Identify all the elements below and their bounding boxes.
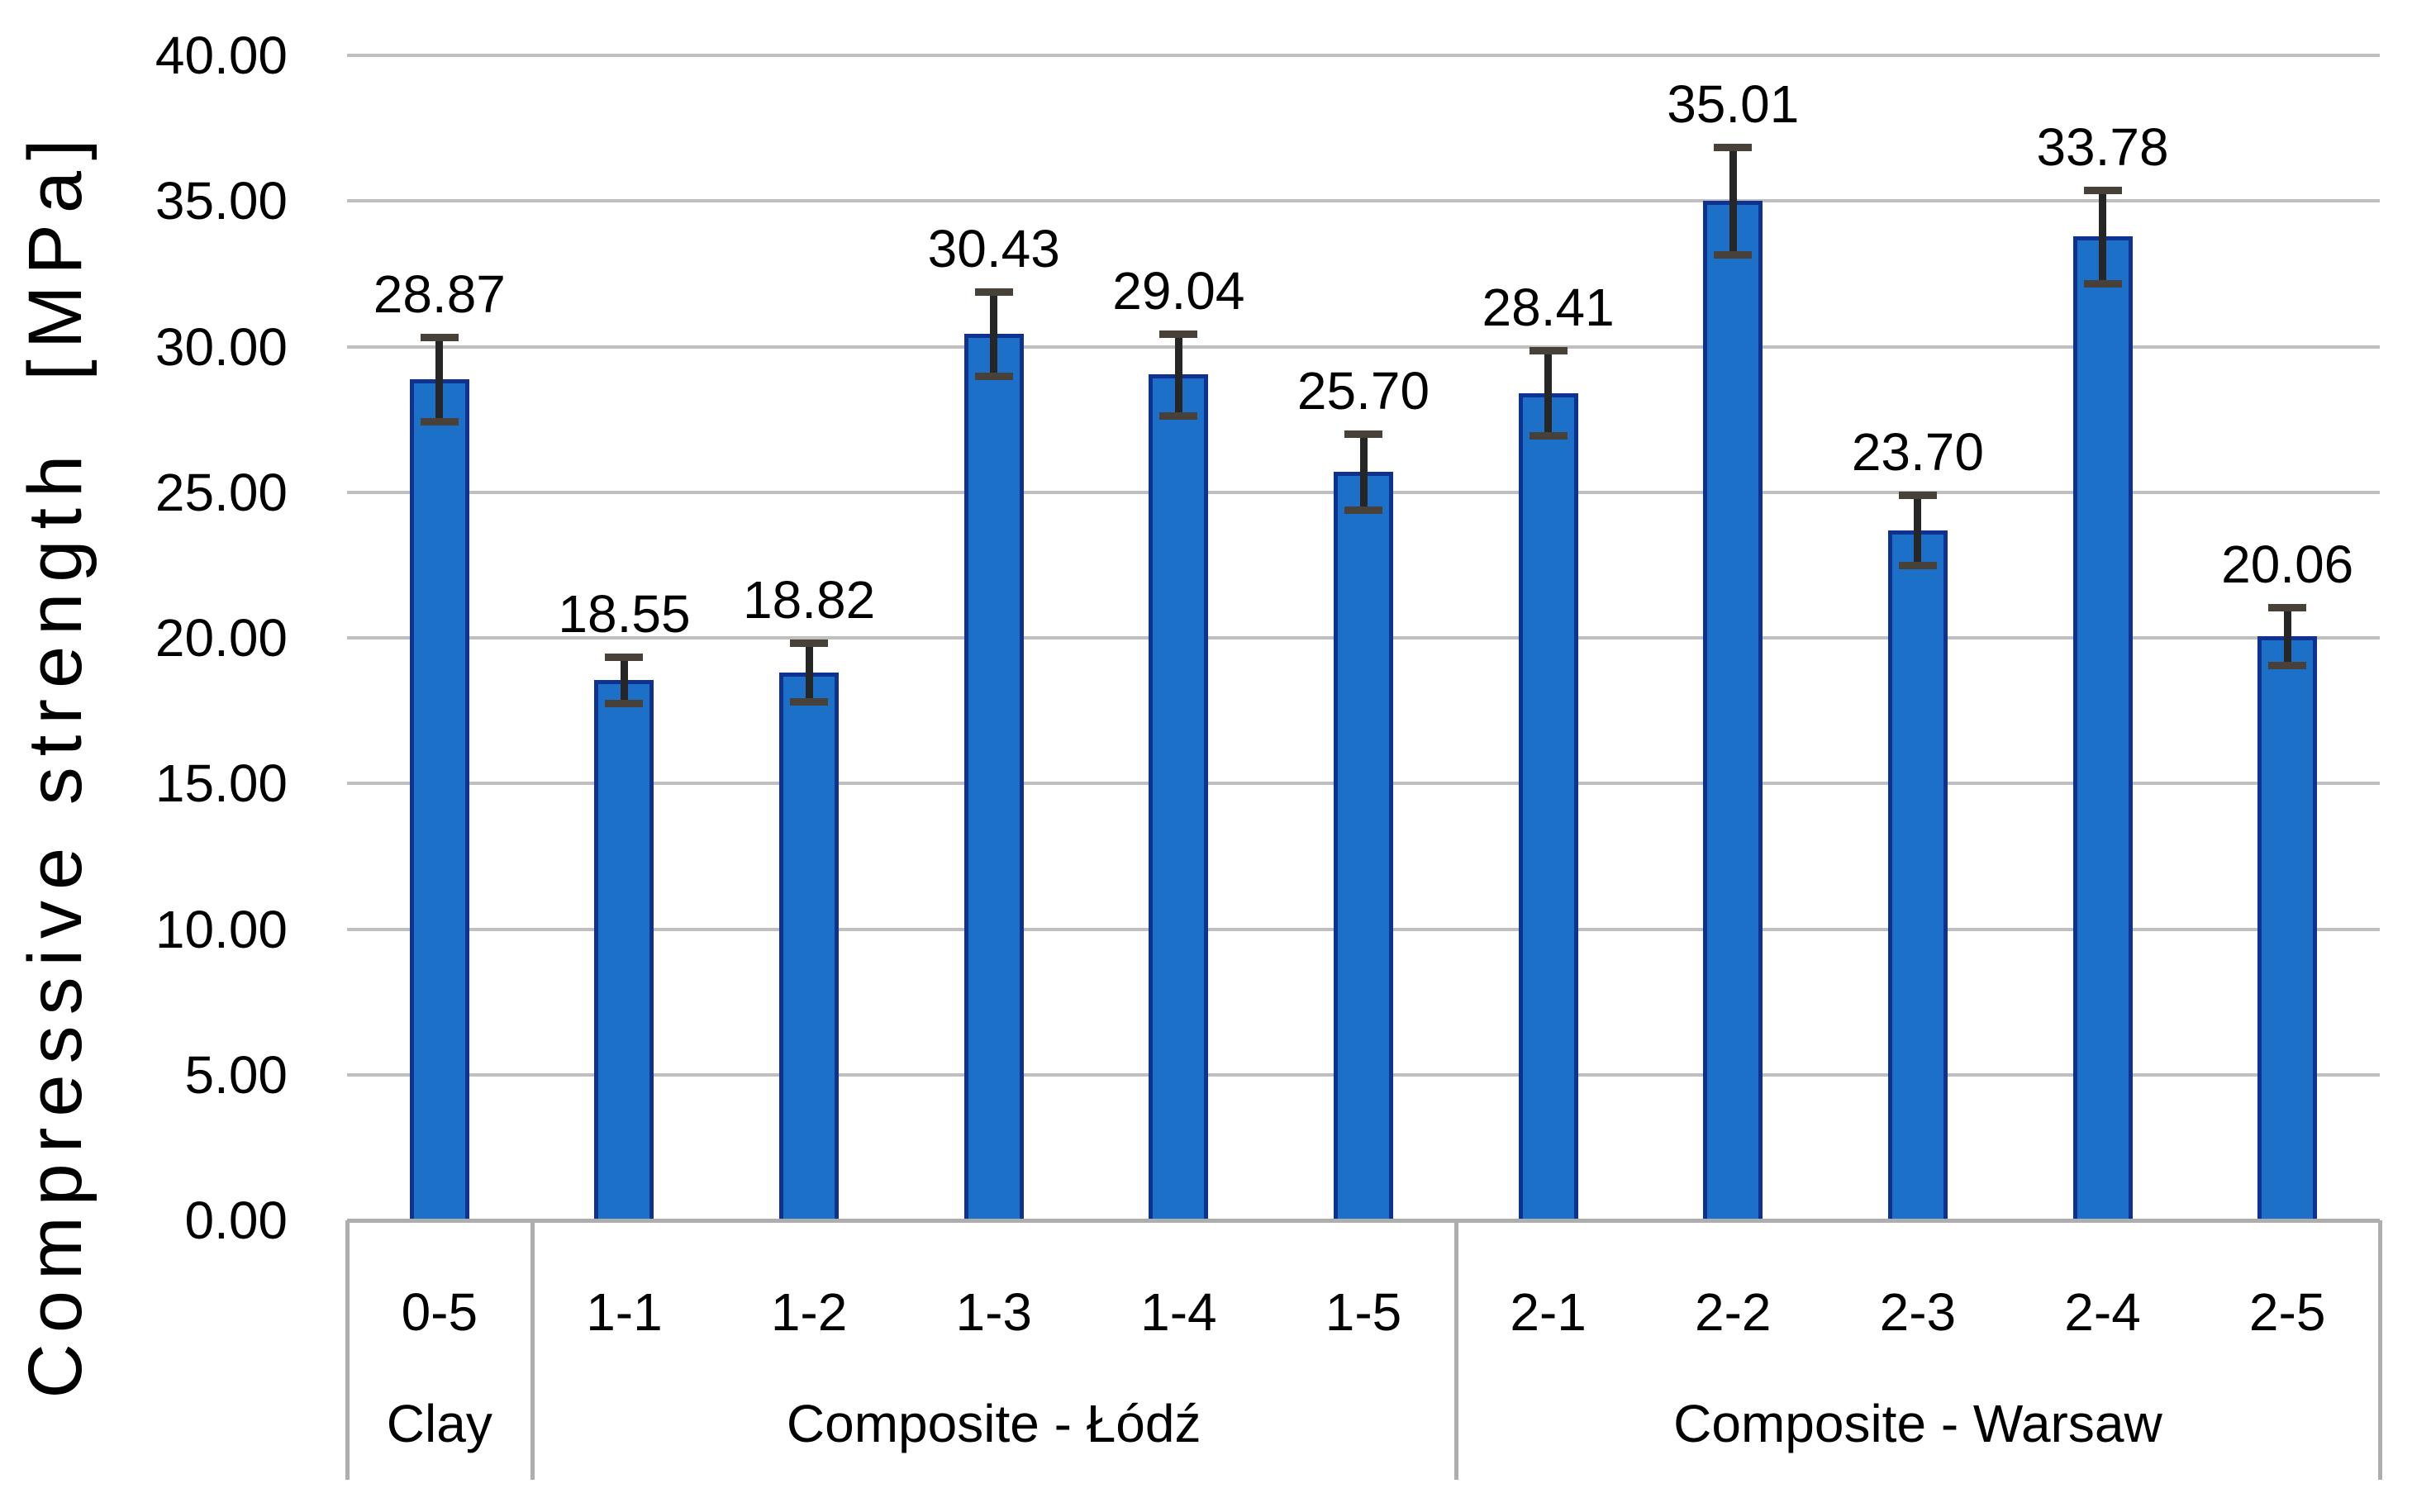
error-bar-line [1174,333,1182,416]
error-bar-line [805,643,813,701]
y-axis-tick-label: 25.00 [155,462,288,522]
category-label: 2-4 [2064,1282,2141,1342]
bar-value-label: 25.70 [1296,361,1430,421]
category-label: 1-3 [955,1282,1032,1342]
bar-1-4 [1149,374,1209,1220]
bar-2-4 [2072,236,2133,1220]
category-label: 1-2 [770,1282,848,1342]
gridline [347,345,2380,349]
error-bar-top-cap [1159,330,1198,338]
y-axis-tick-label: 15.00 [155,754,288,814]
error-bar-top-cap [1529,347,1568,355]
error-bar-line [1729,146,1737,255]
bar-1-2 [779,672,840,1220]
category-table-divider [530,1220,535,1480]
error-bar-bottom-cap [1714,251,1753,259]
bar-value-label: 23.70 [1851,422,1984,483]
bar-2-2 [1703,200,1763,1220]
gridline [347,199,2380,203]
y-axis-tick-label: 10.00 [155,899,288,959]
error-bar-bottom-cap [790,697,829,706]
category-label: 2-2 [1695,1282,1772,1342]
bar-1-3 [963,334,1024,1220]
error-bar-bottom-cap [1159,411,1198,420]
error-bar-line [990,292,998,377]
bar-value-label: 28.87 [373,264,506,325]
y-axis-tick-label: 30.00 [155,316,288,377]
category-table-divider [1453,1220,1458,1480]
bar-2-1 [1518,392,1578,1220]
error-bar-line [1544,350,1553,435]
error-bar-bottom-cap [974,373,1013,381]
error-bar-line [1359,434,1368,510]
bar-value-label: 29.04 [1112,260,1245,321]
error-bar-bottom-cap [1529,431,1568,440]
error-bar-top-cap [974,288,1013,297]
error-bar-top-cap [2268,603,2307,611]
error-bar-bottom-cap [2268,662,2307,670]
y-axis-tick-label: 40.00 [155,26,288,85]
error-bar-top-cap [790,640,829,648]
bar-0-5 [409,379,469,1220]
bar-value-label: 28.41 [1482,278,1615,338]
category-label: 1-4 [1140,1282,1217,1342]
category-table-divider [2378,1220,2382,1480]
error-bar-bottom-cap [1898,561,1937,569]
category-label: 2-1 [1510,1282,1587,1342]
error-bar-line [2099,189,2107,283]
x-axis-line [347,1219,2380,1223]
error-bar-line [2283,606,2291,666]
group-label: Clay [386,1394,492,1453]
error-bar-top-cap [1344,430,1382,439]
y-axis-tick-label: 5.00 [184,1044,288,1105]
group-label: Composite - Warsaw [1673,1394,2162,1453]
bar-value-label: 18.55 [558,583,691,644]
error-bar-top-cap [1898,492,1937,500]
bar-1-1 [594,680,654,1220]
error-bar-top-cap [420,334,459,342]
category-label: 1-5 [1325,1282,1402,1342]
group-label: Composite - Łódź [786,1394,1201,1453]
y-axis-tick-label: 20.00 [155,608,288,668]
bar-value-label: 20.06 [2221,534,2354,594]
category-label: 1-1 [586,1282,663,1342]
error-bar-line [435,337,444,422]
error-bar-line [620,656,628,704]
bar-value-label: 30.43 [927,219,1060,279]
bar-value-label: 18.82 [743,570,876,630]
error-bar-bottom-cap [1344,506,1382,514]
category-label: 0-5 [401,1282,478,1342]
bar-1-5 [1334,472,1393,1220]
error-bar-bottom-cap [420,418,459,426]
bar-value-label: 35.01 [1667,74,1800,134]
bar-2-3 [1887,530,1948,1220]
gridline [347,54,2380,57]
category-label: 2-3 [1879,1282,1957,1342]
error-bar-bottom-cap [2083,279,2122,288]
y-axis-tick-label: 0.00 [184,1191,288,1250]
category-label: 2-5 [2248,1282,2326,1342]
category-table-divider [345,1220,350,1480]
y-axis-tick-label: 35.00 [155,171,288,231]
error-bar-top-cap [605,653,644,661]
bar-value-label: 33.78 [2036,116,2169,177]
bar-2-5 [2257,635,2318,1220]
error-bar-top-cap [1714,143,1753,151]
error-bar-line [1914,495,1922,565]
error-bar-top-cap [2083,186,2122,194]
error-bar-bottom-cap [605,700,644,708]
